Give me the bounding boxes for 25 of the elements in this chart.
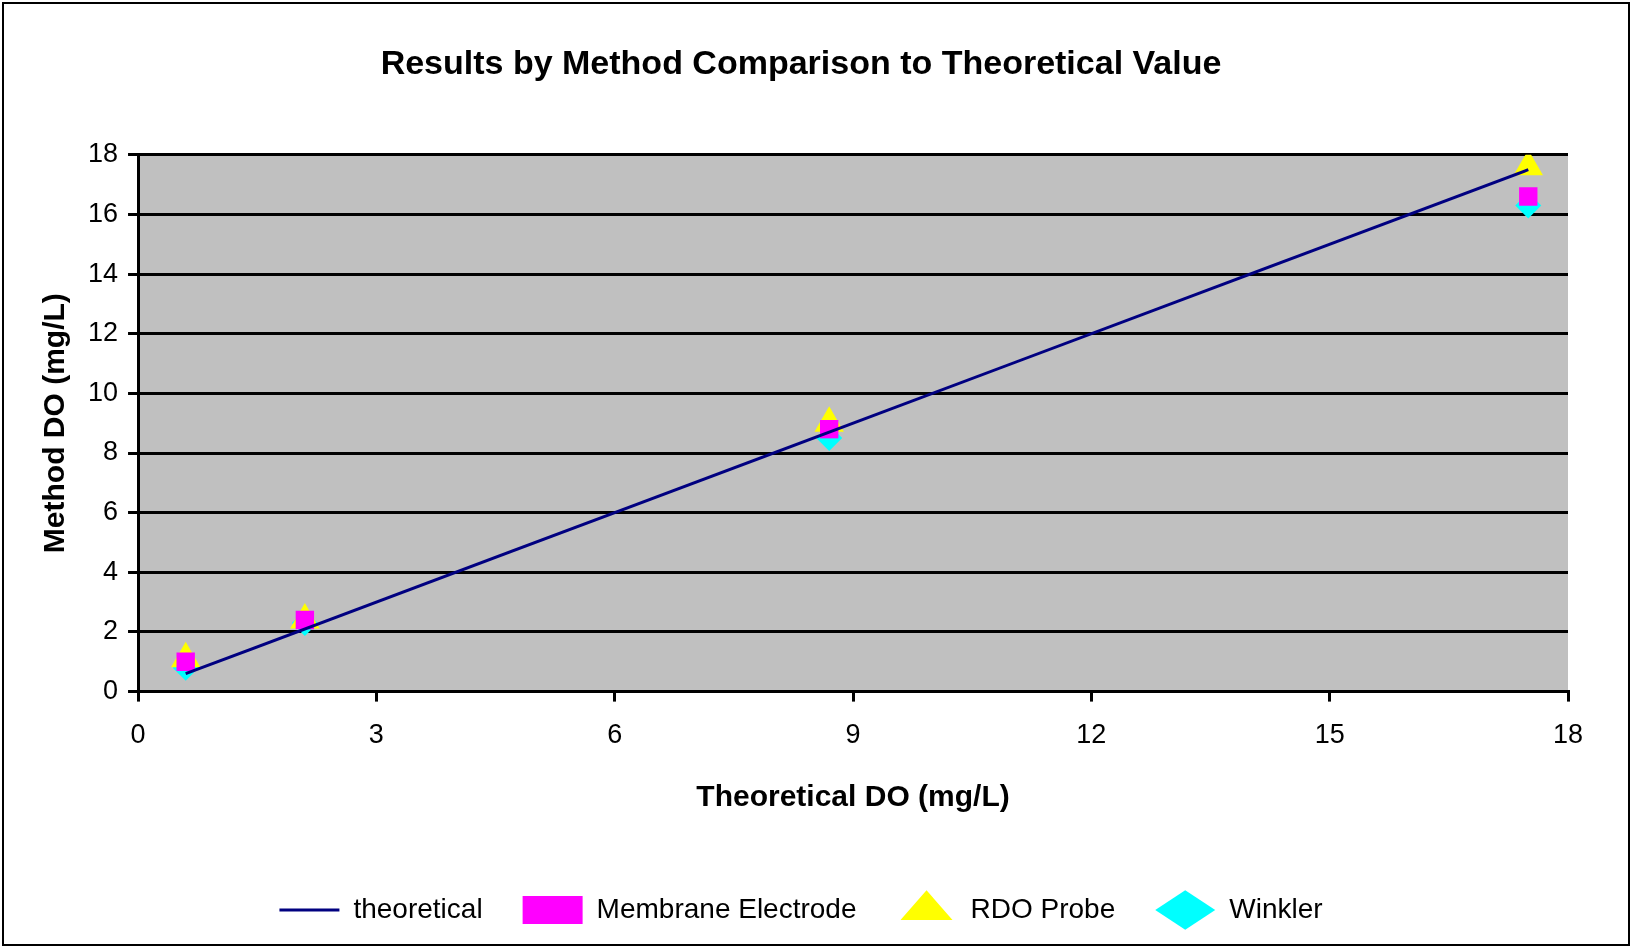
y-tick-label: 8 [103,436,119,467]
y-axis-title: Method DO (mg/L) [37,293,71,554]
legend-label: Winkler [1229,892,1323,924]
y-tick-label: 12 [87,317,119,348]
y-tick-label: 18 [87,138,119,169]
legend-label: Membrane Electrode [596,892,857,924]
point [1519,187,1538,206]
x-axis-title: Theoretical DO (mg/L) [696,779,1010,813]
y-tick-label: 2 [103,615,119,646]
y-tick-label: 10 [87,376,119,407]
chart-title: Results by Method Comparison to Theoretical Value [380,42,1222,81]
y-tick-label: 0 [103,675,119,706]
x-tick-label: 0 [130,719,146,750]
legend-label: RDO Probe [970,892,1116,924]
x-tick-label: 12 [1076,719,1107,750]
x-tick-label: 15 [1314,719,1345,750]
y-tick-label: 6 [103,496,119,527]
y-tick-label: 14 [87,257,119,288]
x-tick-label: 6 [607,719,623,750]
legend-label: theoretical [353,892,483,924]
x-tick-label: 18 [1552,719,1584,750]
x-tick-label: 9 [845,719,861,750]
y-tick-label: 16 [87,197,119,228]
x-tick-label: 3 [368,719,384,750]
y-tick-label: 4 [103,555,119,586]
